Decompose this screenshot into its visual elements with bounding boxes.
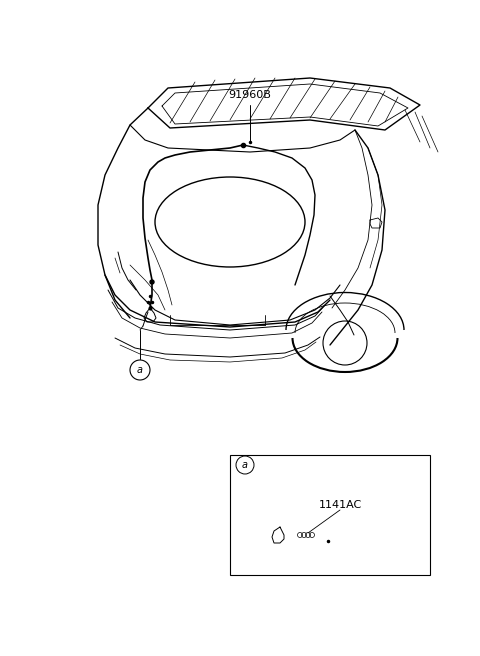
Text: a: a [242,460,248,470]
Text: a: a [137,365,143,375]
Text: 1141AC: 1141AC [318,500,361,510]
Bar [230,455,430,575]
Text: 91960B: 91960B [228,90,271,100]
Circle shape [150,280,154,284]
